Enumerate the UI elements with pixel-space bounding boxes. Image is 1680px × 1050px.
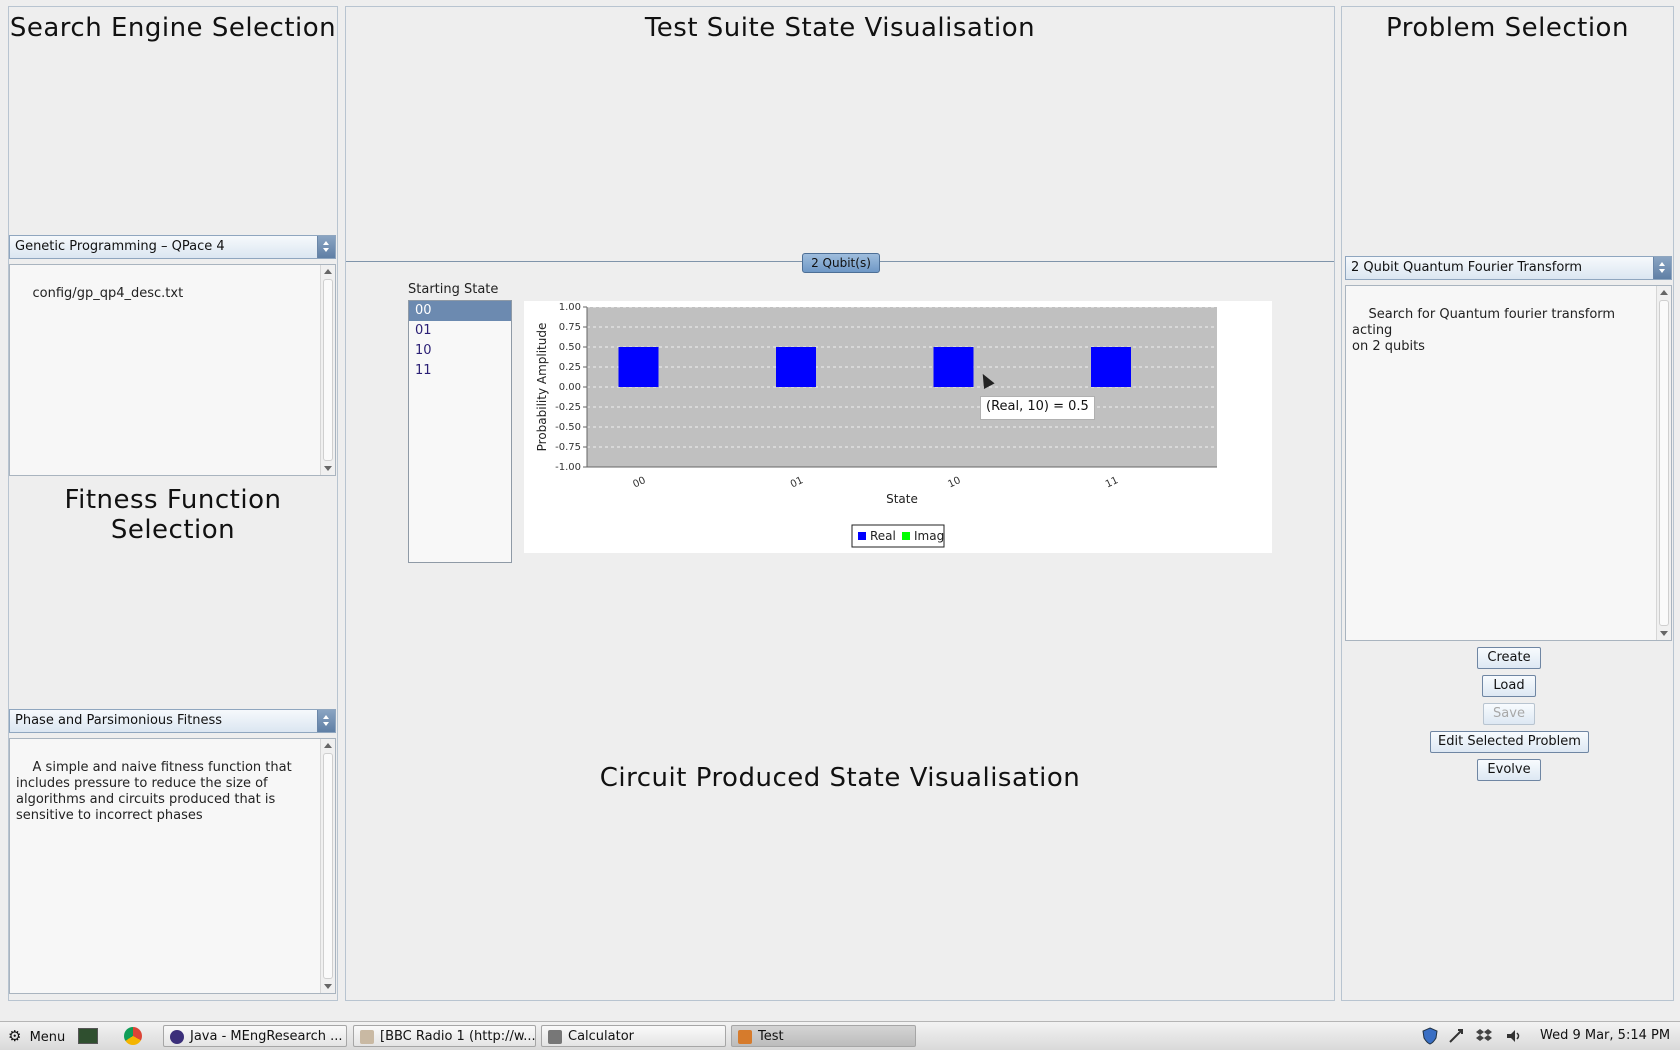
problem-dropdown[interactable]: 2 Qubit Quantum Fourier Transform: [1345, 256, 1672, 280]
scroll-thumb[interactable]: [323, 753, 333, 979]
terminal-launcher[interactable]: [78, 1025, 100, 1047]
starting-state-label: Starting State: [408, 282, 499, 297]
task-java-ide[interactable]: Java - MEngResearch ...: [163, 1025, 347, 1047]
search-engine-description-text: config/gp_qp4_desc.txt: [32, 286, 184, 301]
left-panel: Search Engine Selection Genetic Programm…: [8, 6, 338, 1001]
amplitude-chart-svg: 1.00 0.75 0.50 0.25 0.00 -0.25 -0.50 -0.75 -1.00…: [535, 302, 1217, 548]
scroll-thumb[interactable]: [1659, 300, 1669, 626]
x-tick-label: 11: [1104, 475, 1120, 490]
java-icon: [738, 1030, 752, 1044]
y-tick-label: -1.00: [555, 462, 581, 473]
fitness-function-description[interactable]: A simple and naive fitness function that…: [9, 738, 336, 994]
volume-icon[interactable]: [1505, 1027, 1523, 1045]
dropdown-arrow-icon[interactable]: [1653, 257, 1671, 279]
task-calculator[interactable]: Calculator: [541, 1025, 726, 1047]
y-tick-label: -0.50: [555, 422, 581, 433]
y-tick-label: 0.50: [559, 342, 581, 353]
bar-real: [1091, 347, 1131, 387]
edit-selected-problem-button[interactable]: Edit Selected Problem: [1430, 731, 1589, 753]
state-item-00[interactable]: 00: [409, 301, 511, 321]
legend-label-real: Real: [870, 529, 896, 543]
x-tick-label: 10: [946, 475, 962, 490]
state-item-01[interactable]: 01: [415, 323, 432, 338]
eclipse-icon: [170, 1030, 184, 1044]
dropbox-icon[interactable]: [1475, 1027, 1493, 1045]
legend-swatch-real: [858, 532, 866, 540]
bar-real: [618, 347, 659, 387]
search-engine-description[interactable]: config/gp_qp4_desc.txt: [9, 264, 336, 476]
scroll-up-icon[interactable]: [1660, 290, 1668, 295]
circuit-state-heading: Circuit Produced State Visualisation: [599, 763, 1081, 793]
bar-real: [776, 347, 816, 387]
problem-description[interactable]: Search for Quantum fourier transform act…: [1345, 285, 1672, 641]
state-item-10[interactable]: 10: [415, 343, 432, 358]
search-description-scrollbar[interactable]: [320, 265, 335, 475]
center-panel: Test Suite State Visualisation 2 Qubit(s…: [345, 6, 1335, 1001]
legend-label-imag: Imag: [914, 529, 944, 543]
y-tick-label: -0.25: [555, 402, 581, 413]
fitness-function-dropdown[interactable]: Phase and Parsimonious Fitness: [9, 709, 336, 733]
y-tick-label: -0.75: [555, 442, 581, 453]
radio-icon: [360, 1030, 374, 1044]
y-tick-label: 0.25: [559, 362, 581, 373]
problem-description-text: Search for Quantum fourier transform act…: [1352, 307, 1616, 354]
problem-description-scrollbar[interactable]: [1656, 286, 1671, 640]
chart-tooltip: (Real, 10) = 0.5: [980, 396, 1095, 420]
fitness-function-heading: Fitness Function Selection: [64, 485, 282, 545]
dropdown-arrow-icon[interactable]: [317, 710, 335, 732]
problem-value: 2 Qubit Quantum Fourier Transform: [1351, 260, 1583, 275]
y-axis-label: Probability Amplitude: [535, 323, 549, 452]
fitness-function-description-text: A simple and naive fitness function that…: [16, 760, 292, 823]
task-label: Test: [758, 1029, 784, 1044]
task-label: [BBC Radio 1 (http://w...: [380, 1029, 536, 1044]
search-engine-heading: Search Engine Selection: [9, 13, 337, 43]
evolve-button[interactable]: Evolve: [1477, 759, 1541, 781]
create-button[interactable]: Create: [1477, 647, 1541, 669]
scroll-thumb[interactable]: [323, 279, 333, 461]
right-panel: Problem Selection 2 Qubit Quantum Fourie…: [1341, 6, 1674, 1001]
load-button[interactable]: Load: [1482, 675, 1536, 697]
scroll-down-icon[interactable]: [324, 984, 332, 989]
task-test-app[interactable]: Test: [731, 1025, 916, 1047]
starting-state-list[interactable]: 00 01 10 11: [408, 300, 512, 563]
dropdown-arrow-icon[interactable]: [317, 236, 335, 258]
qubit-count-tab[interactable]: 2 Qubit(s): [802, 253, 880, 273]
task-bbc-radio[interactable]: [BBC Radio 1 (http://w...: [353, 1025, 536, 1047]
state-item-11[interactable]: 11: [415, 363, 432, 378]
y-tick-label: 1.00: [559, 302, 581, 313]
y-tick-label: 0.00: [559, 382, 581, 393]
task-label: Calculator: [568, 1029, 635, 1044]
security-shield-icon[interactable]: [1421, 1027, 1439, 1045]
gear-icon: ⚙: [8, 1027, 22, 1045]
scroll-down-icon[interactable]: [1660, 631, 1668, 636]
chrome-icon: [124, 1027, 142, 1045]
calculator-icon: [548, 1030, 562, 1044]
search-engine-value: Genetic Programming – QPace 4: [15, 239, 225, 254]
taskbar: ⚙ Menu Java - MEngResearch ... [BBC Radi…: [0, 1021, 1680, 1050]
y-tick-label: 0.75: [559, 322, 581, 333]
legend-box: [851, 524, 945, 548]
save-button[interactable]: Save: [1483, 703, 1535, 725]
x-axis-label: State: [886, 492, 918, 506]
search-engine-dropdown[interactable]: Genetic Programming – QPace 4: [9, 235, 336, 259]
legend-swatch-imag: [902, 532, 910, 540]
scroll-down-icon[interactable]: [324, 466, 332, 471]
amplitude-chart[interactable]: 1.00 0.75 0.50 0.25 0.00 -0.25 -0.50 -0.75 -1.00…: [524, 301, 1272, 553]
bar-real: [933, 347, 974, 387]
fitness-description-scrollbar[interactable]: [320, 739, 335, 993]
fitness-function-value: Phase and Parsimonious Fitness: [15, 713, 223, 728]
task-label: Java - MEngResearch ...: [190, 1029, 343, 1044]
menu-label: Menu: [29, 1030, 66, 1045]
test-suite-heading: Test Suite State Visualisation: [644, 13, 1036, 43]
x-tick-label: 01: [789, 475, 805, 490]
clock[interactable]: Wed 9 Mar, 5:14 PM: [1540, 1028, 1671, 1043]
problem-selection-heading: Problem Selection: [1386, 13, 1629, 43]
start-menu-button[interactable]: ⚙ Menu: [8, 1025, 70, 1047]
x-tick-label: 00: [631, 475, 647, 490]
scroll-up-icon[interactable]: [324, 269, 332, 274]
browser-launcher[interactable]: [124, 1025, 146, 1047]
network-icon[interactable]: [1447, 1027, 1465, 1045]
scroll-up-icon[interactable]: [324, 743, 332, 748]
terminal-icon: [78, 1028, 98, 1044]
